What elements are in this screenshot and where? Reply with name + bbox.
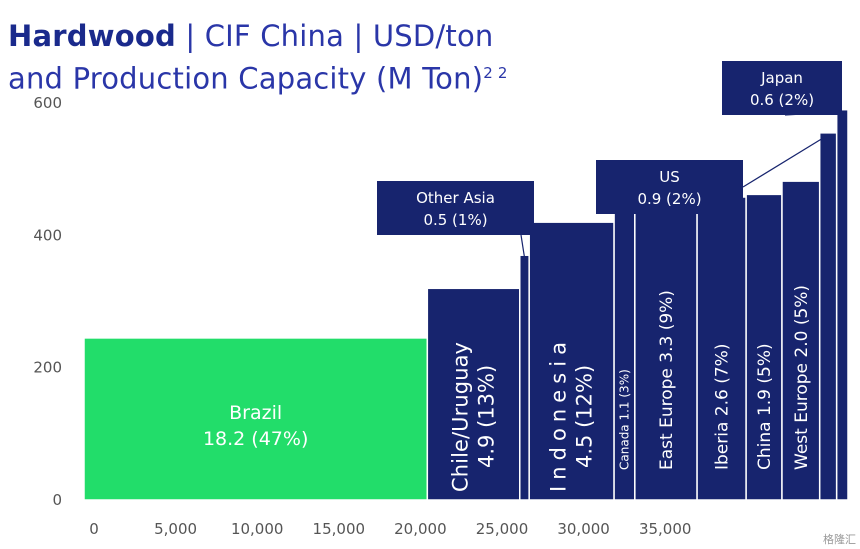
x-tick-label: 0 <box>89 520 99 538</box>
title-bold-part: Hardwood <box>8 19 176 53</box>
x-tick-label: 20,000 <box>394 520 447 538</box>
callout-value: 0.9 (2%) <box>637 190 701 208</box>
title-rest: | CIF China | USD/ton <box>175 19 494 53</box>
bar-label-group: Iberia 2.6 (7%) <box>713 344 733 470</box>
bar-label: Indonesia <box>547 342 571 492</box>
x-tick-label: 35,000 <box>639 520 692 538</box>
callout-leader-line <box>742 134 829 188</box>
title-line-1: Hardwood | CIF China | USD/ton <box>8 18 508 55</box>
bar-label-group: West Europe 2.0 (5%) <box>792 285 812 470</box>
callout-label: US <box>659 168 680 186</box>
callout-box <box>377 181 534 235</box>
bar-label: Canada 1.1 (3%) <box>618 369 632 470</box>
bar-value-label: 4.9 (13%) <box>475 365 499 468</box>
bar-japan <box>835 108 849 501</box>
callout-value: 0.5 (1%) <box>423 211 487 229</box>
bar-indonesia <box>528 221 615 501</box>
bar-label-group: Canada 1.1 (3%) <box>618 369 632 470</box>
y-tick-label: 0 <box>52 491 62 509</box>
bar-brazil <box>83 337 429 501</box>
bar-label: Chile/Uruguay <box>449 342 473 492</box>
x-tick-label: 5,000 <box>154 520 197 538</box>
callout-box <box>722 61 842 115</box>
x-tick-label: 15,000 <box>313 520 366 538</box>
bar-label: Iberia 2.6 (7%) <box>713 344 733 470</box>
chart-title: Hardwood | CIF China | USD/ton and Produ… <box>8 18 508 98</box>
y-tick-label: 600 <box>33 94 62 112</box>
title-line-2-text: and Production Capacity (M Ton) <box>8 61 484 96</box>
watermark: 格隆汇 <box>823 533 856 546</box>
bar-west-europe <box>781 180 821 501</box>
callout-label: Other Asia <box>416 189 495 207</box>
bar-value-label: 18.2 (47%) <box>203 428 308 450</box>
x-tick-label: 30,000 <box>557 520 610 538</box>
title-line-2: and Production Capacity (M Ton)2 2 <box>8 55 508 98</box>
x-tick-label: 25,000 <box>476 520 529 538</box>
bar-us <box>818 132 838 501</box>
bar-chile-uruguay <box>426 287 521 501</box>
bar-label: East Europe 3.3 (9%) <box>657 290 677 470</box>
bar-label: China 1.9 (5%) <box>755 343 775 470</box>
bar-label: Brazil <box>229 402 282 424</box>
bar-value-label: 4.5 (12%) <box>573 365 597 468</box>
callout-value: 0.6 (2%) <box>750 91 814 109</box>
bar-other-asia <box>519 254 530 501</box>
y-tick-label: 200 <box>33 359 62 377</box>
x-tick-label: 10,000 <box>231 520 284 538</box>
title-superscript: 2 2 <box>483 64 508 82</box>
callout-label: Japan <box>760 69 803 87</box>
callout-leader-line <box>520 234 526 258</box>
y-tick-label: 400 <box>33 226 62 244</box>
bar-label: West Europe 2.0 (5%) <box>792 285 812 470</box>
bar-china <box>745 193 783 501</box>
bar-label-group: East Europe 3.3 (9%) <box>657 290 677 470</box>
callout-box <box>596 160 743 214</box>
bar-label-group: China 1.9 (5%) <box>755 343 775 470</box>
